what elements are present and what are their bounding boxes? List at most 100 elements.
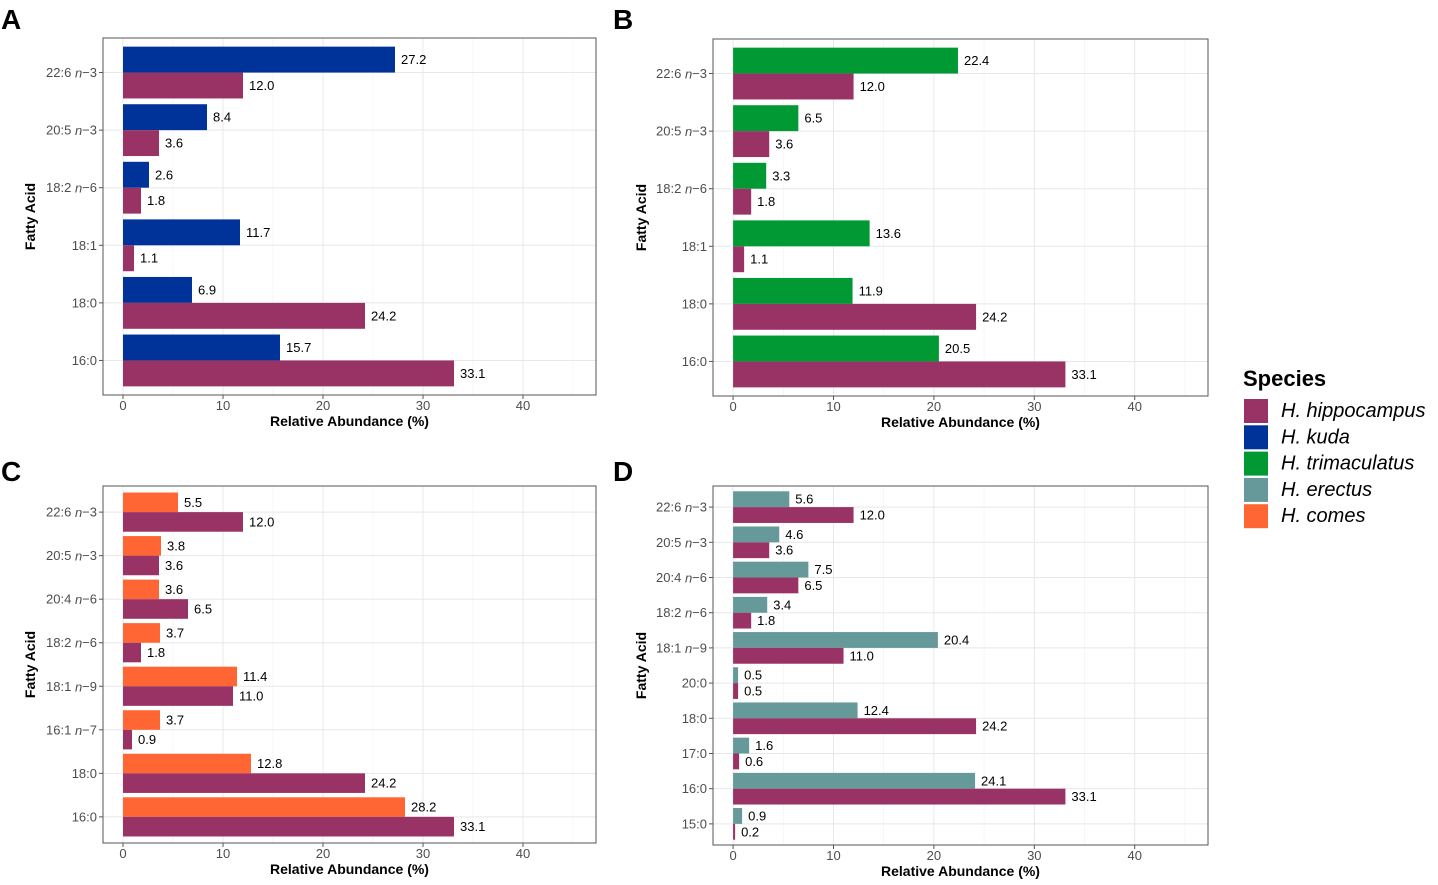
bar-b-h-hippocampus-18-2-n-6 — [733, 188, 752, 215]
x-tick-label-20: 20 — [316, 846, 330, 861]
bar-b-h-hippocampus-20-5-n-3 — [733, 131, 770, 158]
x-tick-label-10: 10 — [826, 848, 840, 863]
bar-d-h-erectus-18-1-n-9 — [733, 632, 938, 648]
y-tick-label-18-0: 18:0 — [72, 295, 97, 310]
italic-n: n — [685, 181, 692, 196]
legend-key-h-hippocampus — [1244, 399, 1268, 423]
value-label-c-h-hippocampus-20-5-n-3: 3.6 — [165, 558, 183, 573]
legend-entries: H. hippocampus H. kuda H. trimaculatus H. e… — [1244, 399, 1426, 529]
value-label-c-h-comes-18-1-n-9: 11.4 — [243, 669, 267, 684]
bar-d-h-hippocampus-16-0 — [733, 788, 1066, 805]
value-label-c-h-comes-20-4-n-6: 3.6 — [165, 582, 183, 597]
value-label-c-h-hippocampus-22-6-n-3: 12.0 — [249, 514, 274, 529]
value-label-d-h-erectus-17-0: 1.6 — [755, 738, 773, 753]
italic-n: n — [685, 500, 692, 515]
value-label-d-h-hippocampus-15-0: 0.2 — [741, 824, 759, 839]
value-label-b-h-trimaculatus-22-6-n-3: 22.4 — [964, 53, 989, 68]
italic-n: n — [685, 66, 692, 81]
bar-d-h-hippocampus-18-2-n-6 — [733, 612, 752, 629]
italic-n: n — [75, 635, 82, 650]
bar-d-h-erectus-20-0 — [733, 667, 739, 684]
bar-c-h-hippocampus-22-6-n-3 — [123, 512, 243, 532]
bar-a-h-hippocampus-20-5-n-3 — [123, 130, 159, 157]
y-tick-label-22-6-n-3: 22:6 n−3 — [46, 505, 97, 520]
panels: 27.2 8.4 2.6 11.7 6.9 15.7 12.0 3.6 1.8 1.1 24.2 33… — [1, 4, 1209, 879]
italic-n: n — [685, 570, 692, 585]
bar-d-h-hippocampus-17-0 — [733, 753, 740, 770]
y-tick-label-18-1-n-9: 18:1 n−9 — [46, 679, 97, 694]
x-tick-label-10: 10 — [216, 398, 230, 413]
value-labels-b: 22.4 6.5 3.3 13.6 11.9 20.5 12.0 3.6 1.8 1.1 24.2 3… — [750, 53, 1097, 382]
italic-n: n — [75, 123, 82, 138]
y-tick-label-20-5-n-3: 20:5 n−3 — [46, 123, 97, 138]
y-tick-label-20-5-n-3: 20:5 n−3 — [46, 548, 97, 563]
x-tick-label-30: 30 — [416, 846, 430, 861]
x-tick-label-40: 40 — [516, 398, 530, 413]
bar-b-h-trimaculatus-20-5-n-3 — [733, 105, 799, 132]
value-label-b-h-trimaculatus-20-5-n-3: 6.5 — [804, 111, 822, 126]
value-label-d-h-erectus-18-0: 12.4 — [864, 703, 889, 718]
value-label-a-h-kuda-16-0: 15.7 — [286, 340, 311, 355]
value-label-c-h-comes-22-6-n-3: 5.5 — [184, 495, 202, 510]
x-axis-d: 0 10 20 30 40 — [729, 845, 1142, 863]
bar-d-h-hippocampus-22-6-n-3 — [733, 507, 854, 523]
bar-c-h-comes-20-4-n-6 — [123, 579, 159, 600]
bar-b-h-trimaculatus-18-0 — [733, 277, 853, 304]
bar-d-h-hippocampus-18-0 — [733, 718, 977, 735]
value-labels-d: 5.6 4.6 7.5 3.4 20.4 0.5 12.4 1.6 24.1 0.9 12.0 3.6… — [741, 492, 1097, 840]
x-axis-b: 0 10 20 30 40 — [729, 396, 1142, 414]
italic-n: n — [75, 505, 82, 520]
bar-a-h-hippocampus-16-0 — [123, 360, 454, 387]
bar-d-h-erectus-16-0 — [733, 772, 976, 789]
value-label-b-h-hippocampus-18-1: 1.1 — [750, 252, 768, 267]
italic-n: n — [685, 535, 692, 550]
bar-d-h-erectus-15-0 — [733, 808, 743, 824]
x-axis-title-b: Relative Abundance (%) — [881, 414, 1040, 430]
y-tick-label-18-1-n-9: 18:1 n−9 — [656, 640, 707, 655]
x-tick-label-0: 0 — [729, 848, 736, 863]
value-label-d-h-hippocampus-20-4-n-6: 6.5 — [804, 578, 822, 593]
value-label-d-h-hippocampus-16-0: 33.1 — [1071, 789, 1096, 804]
legend-title: Species — [1243, 366, 1326, 391]
value-label-d-h-hippocampus-18-2-n-6: 1.8 — [757, 613, 775, 628]
bar-a-h-kuda-18-1 — [123, 219, 240, 246]
bar-c-h-hippocampus-20-4-n-6 — [123, 599, 188, 619]
value-label-c-h-comes-16-1-n-7: 3.7 — [166, 713, 184, 728]
y-tick-label-18-1: 18:1 — [72, 238, 97, 253]
value-label-b-h-hippocampus-22-6-n-3: 12.0 — [860, 79, 885, 94]
panel-label-c: C — [1, 456, 21, 487]
bar-d-h-hippocampus-20-5-n-3 — [733, 542, 770, 559]
y-axis-title-a: Fatty Acid — [22, 183, 38, 250]
bar-b-h-hippocampus-18-0 — [733, 303, 977, 330]
y-axis-b: 22:6 n−3 20:5 n−3 18:2 n−6 18:1 18:0 16:0 — [656, 66, 713, 369]
italic-n: n — [75, 679, 82, 694]
bar-d-h-hippocampus-20-4-n-6 — [733, 577, 799, 594]
y-axis-a: 22:6 n−3 20:5 n−3 18:2 n−6 18:1 18:0 16:0 — [46, 65, 103, 368]
panel-border-b — [712, 38, 1209, 397]
bar-a-h-hippocampus-22-6-n-3 — [123, 72, 243, 99]
value-label-b-h-hippocampus-18-2-n-6: 1.8 — [757, 194, 775, 209]
panel-label-a: A — [1, 4, 21, 35]
x-tick-label-30: 30 — [1027, 399, 1041, 414]
bar-a-h-hippocampus-18-1 — [123, 245, 134, 272]
y-tick-label-22-6-n-3: 22:6 n−3 — [46, 65, 97, 80]
y-tick-label-16-0: 16:0 — [682, 354, 707, 369]
x-tick-label-0: 0 — [119, 398, 126, 413]
y-tick-label-18-0: 18:0 — [72, 766, 97, 781]
y-tick-label-20-0: 20:0 — [682, 676, 707, 691]
italic-n: n — [75, 592, 82, 607]
bars-d — [733, 491, 1066, 840]
bar-a-h-kuda-20-5-n-3 — [123, 104, 207, 131]
bar-c-h-comes-16-0 — [123, 797, 405, 817]
y-tick-label-20-5-n-3: 20:5 n−3 — [656, 535, 707, 550]
value-label-d-h-hippocampus-20-5-n-3: 3.6 — [775, 543, 793, 558]
bar-d-h-erectus-22-6-n-3 — [733, 491, 790, 508]
legend-label-h-erectus: H. erectus — [1281, 479, 1372, 501]
y-tick-label-16-1-n-7: 16:1 n−7 — [46, 722, 97, 737]
legend-key-h-trimaculatus — [1244, 451, 1268, 476]
panel-b: 22.4 6.5 3.3 13.6 11.9 20.5 12.0 3.6 1.8 1.1 24.2 3… — [613, 4, 1209, 430]
value-label-b-h-trimaculatus-16-0: 20.5 — [945, 341, 970, 356]
bar-c-h-comes-18-1-n-9 — [123, 666, 237, 687]
x-tick-label-10: 10 — [826, 399, 840, 414]
value-label-d-h-erectus-15-0: 0.9 — [748, 808, 766, 823]
